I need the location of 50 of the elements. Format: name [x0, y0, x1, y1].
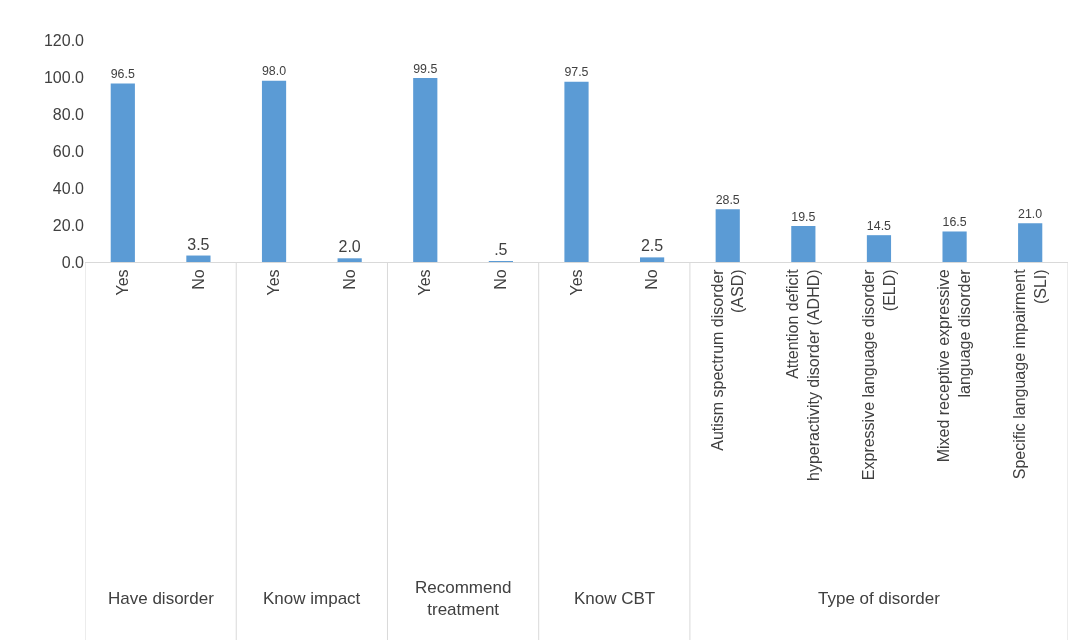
- y-tick-label: 0.0: [61, 253, 85, 271]
- text: Know impact: [263, 589, 361, 608]
- x-tick-label: Specific language impairment (SLI): [1010, 268, 1049, 480]
- data-label: 99.5: [413, 61, 438, 76]
- bar: [791, 225, 816, 262]
- bar: [413, 77, 438, 262]
- x-tick-label: Yes: [416, 269, 434, 296]
- data-label: 2.0: [338, 238, 361, 256]
- data-label: 98.0: [261, 64, 287, 79]
- x-tick-label: Yes: [265, 269, 283, 296]
- text: Know CBT: [574, 589, 656, 608]
- bar: [866, 235, 892, 262]
- data-label: 19.5: [791, 209, 816, 224]
- x-tick-label: Autism spectrum disorder (ASD): [708, 268, 747, 451]
- text: Recommend treatment: [415, 578, 512, 620]
- data-label: 16.5: [942, 215, 967, 230]
- text: Have disorder: [108, 589, 215, 608]
- text: Type of disorder: [818, 589, 941, 608]
- y-tick-label: 120.0: [43, 31, 85, 49]
- bar: [1018, 223, 1043, 262]
- bar: [942, 231, 967, 262]
- data-label: 28.5: [715, 192, 740, 207]
- x-tick-label: Yes: [567, 269, 585, 296]
- bar: [715, 209, 740, 262]
- x-tick-label: Yes: [114, 269, 132, 296]
- bar: [186, 255, 211, 262]
- y-tick-label: 40.0: [52, 179, 85, 197]
- x-tick-label: No: [189, 269, 207, 290]
- bar: [337, 258, 362, 262]
- data-label: 96.5: [110, 67, 135, 82]
- data-label: 21.0: [1018, 206, 1043, 221]
- y-tick-label: 20.0: [52, 216, 85, 234]
- data-label: .5: [494, 241, 508, 258]
- data-label: 14.5: [866, 218, 892, 233]
- x-tick-label: Mixed receptive expressive language disorder: [935, 268, 974, 463]
- x-tick-label: No: [643, 269, 661, 290]
- y-tick-label: 80.0: [52, 105, 85, 123]
- x-tick-label: Attention deficit hyperactivity disorder (ADHD): [784, 268, 822, 482]
- bar: [640, 257, 665, 262]
- x-tick-label: No: [340, 269, 358, 290]
- x-tick-label: Expressive language disorder (ELD): [859, 268, 898, 481]
- data-label: 3.5: [187, 235, 210, 253]
- y-tick-label: 60.0: [52, 142, 85, 160]
- bar: [564, 81, 589, 262]
- bar: [110, 83, 135, 262]
- data-label: 2.5: [640, 237, 664, 255]
- x-tick-label: No: [492, 269, 510, 290]
- y-tick-label: 100.0: [43, 68, 85, 86]
- data-label: 97.5: [564, 65, 589, 80]
- bar: [261, 80, 287, 262]
